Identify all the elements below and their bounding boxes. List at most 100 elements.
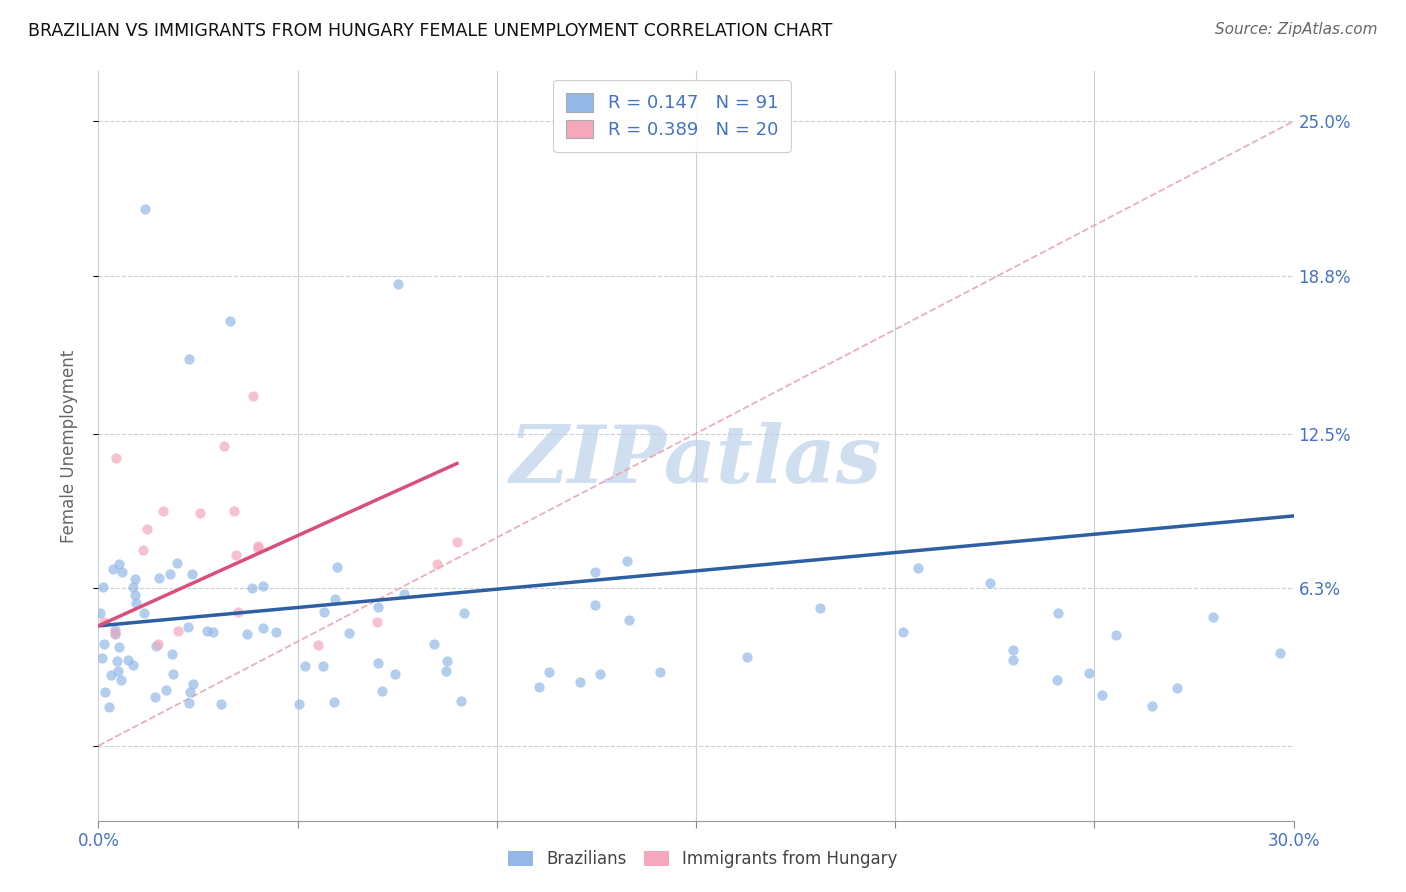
Point	[121, 580, 143, 594]
Point	[224, 504, 246, 518]
Point	[312, 658, 335, 673]
Point	[117, 653, 139, 667]
Point	[94, 685, 117, 699]
Point	[177, 620, 200, 634]
Point	[426, 557, 449, 571]
Point	[124, 596, 146, 610]
Point	[339, 626, 361, 640]
Point	[124, 588, 146, 602]
Point	[90, 650, 112, 665]
Point	[121, 657, 143, 672]
Point	[1201, 610, 1223, 624]
Point	[1091, 688, 1114, 702]
Point	[1268, 646, 1291, 660]
Point	[242, 389, 264, 403]
Point	[105, 654, 128, 668]
Point	[145, 639, 167, 653]
Point	[246, 541, 269, 555]
Point	[135, 522, 157, 536]
Point	[160, 647, 183, 661]
Point	[384, 667, 406, 681]
Point	[107, 664, 129, 678]
Point	[367, 599, 389, 614]
Point	[240, 581, 263, 595]
Point	[124, 572, 146, 586]
Point	[252, 579, 274, 593]
Point	[180, 566, 202, 581]
Point	[236, 626, 259, 640]
Point	[218, 314, 240, 328]
Point	[735, 650, 758, 665]
Point	[162, 667, 184, 681]
Point	[107, 557, 129, 571]
Point	[436, 654, 458, 668]
Point	[148, 637, 170, 651]
Point	[195, 624, 218, 638]
Point	[212, 439, 235, 453]
Point	[159, 567, 181, 582]
Point	[167, 624, 190, 638]
Point	[1140, 698, 1163, 713]
Point	[111, 566, 134, 580]
Y-axis label: Female Unemployment: Female Unemployment	[59, 350, 77, 542]
Point	[650, 665, 672, 680]
Point	[104, 626, 127, 640]
Point	[307, 638, 329, 652]
Point	[93, 615, 115, 629]
Point	[202, 624, 225, 639]
Point	[1105, 628, 1128, 642]
Point	[366, 615, 388, 629]
Point	[583, 598, 606, 612]
Point	[453, 607, 475, 621]
Point	[589, 667, 612, 681]
Point	[527, 680, 550, 694]
Legend: Brazilians, Immigrants from Hungary: Brazilians, Immigrants from Hungary	[502, 844, 904, 875]
Point	[323, 695, 346, 709]
Point	[370, 684, 392, 698]
Point	[110, 673, 132, 688]
Point	[287, 698, 309, 712]
Point	[91, 580, 114, 594]
Point	[97, 700, 120, 714]
Text: BRAZILIAN VS IMMIGRANTS FROM HUNGARY FEMALE UNEMPLOYMENT CORRELATION CHART: BRAZILIAN VS IMMIGRANTS FROM HUNGARY FEM…	[28, 22, 832, 40]
Point	[166, 556, 188, 570]
Point	[132, 542, 155, 557]
Point	[104, 623, 127, 637]
Point	[152, 504, 174, 518]
Point	[423, 637, 446, 651]
Point	[134, 202, 156, 216]
Point	[891, 624, 914, 639]
Point	[568, 675, 591, 690]
Point	[979, 576, 1001, 591]
Point	[1001, 653, 1024, 667]
Point	[294, 659, 316, 673]
Point	[450, 693, 472, 707]
Point	[148, 571, 170, 585]
Point	[1002, 643, 1025, 657]
Point	[105, 451, 128, 466]
Point	[209, 697, 232, 711]
Point	[1046, 673, 1069, 688]
Point	[434, 664, 457, 678]
Point	[392, 587, 415, 601]
Point	[1077, 665, 1099, 680]
Point	[808, 600, 831, 615]
Point	[907, 561, 929, 575]
Point	[537, 665, 560, 679]
Legend: R = 0.147   N = 91, R = 0.389   N = 20: R = 0.147 N = 91, R = 0.389 N = 20	[554, 80, 790, 152]
Point	[179, 685, 201, 699]
Point	[104, 627, 127, 641]
Point	[155, 683, 177, 698]
Point	[89, 606, 111, 620]
Point	[179, 351, 201, 366]
Point	[1046, 607, 1069, 621]
Point	[246, 540, 269, 554]
Point	[367, 656, 389, 670]
Point	[181, 677, 204, 691]
Text: ZIPatlas: ZIPatlas	[510, 422, 882, 500]
Point	[617, 613, 640, 627]
Point	[107, 640, 129, 654]
Point	[312, 605, 335, 619]
Point	[179, 696, 201, 710]
Point	[616, 553, 638, 567]
